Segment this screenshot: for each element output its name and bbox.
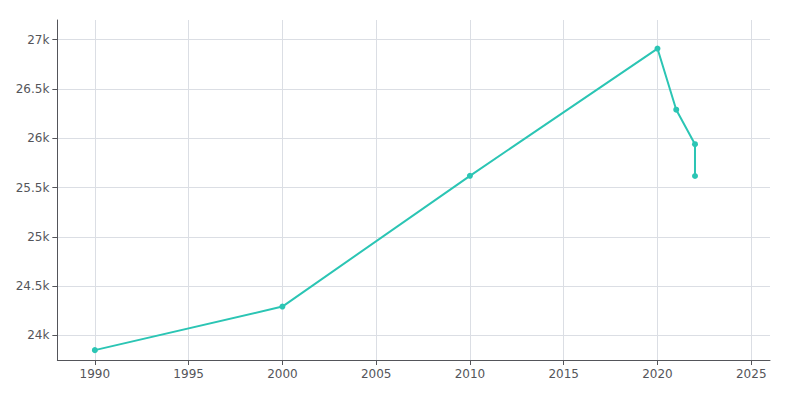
svg-text:2015: 2015 xyxy=(548,367,579,381)
svg-text:2000: 2000 xyxy=(267,367,298,381)
svg-text:1995: 1995 xyxy=(173,367,204,381)
svg-text:2005: 2005 xyxy=(361,367,392,381)
svg-text:24.5k: 24.5k xyxy=(16,279,50,293)
svg-text:1990: 1990 xyxy=(80,367,111,381)
svg-text:27k: 27k xyxy=(27,33,49,47)
svg-text:2010: 2010 xyxy=(455,367,486,381)
svg-text:26k: 26k xyxy=(27,131,49,145)
svg-text:25k: 25k xyxy=(27,230,49,244)
svg-text:24k: 24k xyxy=(27,328,49,342)
svg-text:26.5k: 26.5k xyxy=(16,82,50,96)
svg-text:2020: 2020 xyxy=(642,367,673,381)
svg-text:25.5k: 25.5k xyxy=(16,181,50,195)
svg-text:2025: 2025 xyxy=(736,367,767,381)
